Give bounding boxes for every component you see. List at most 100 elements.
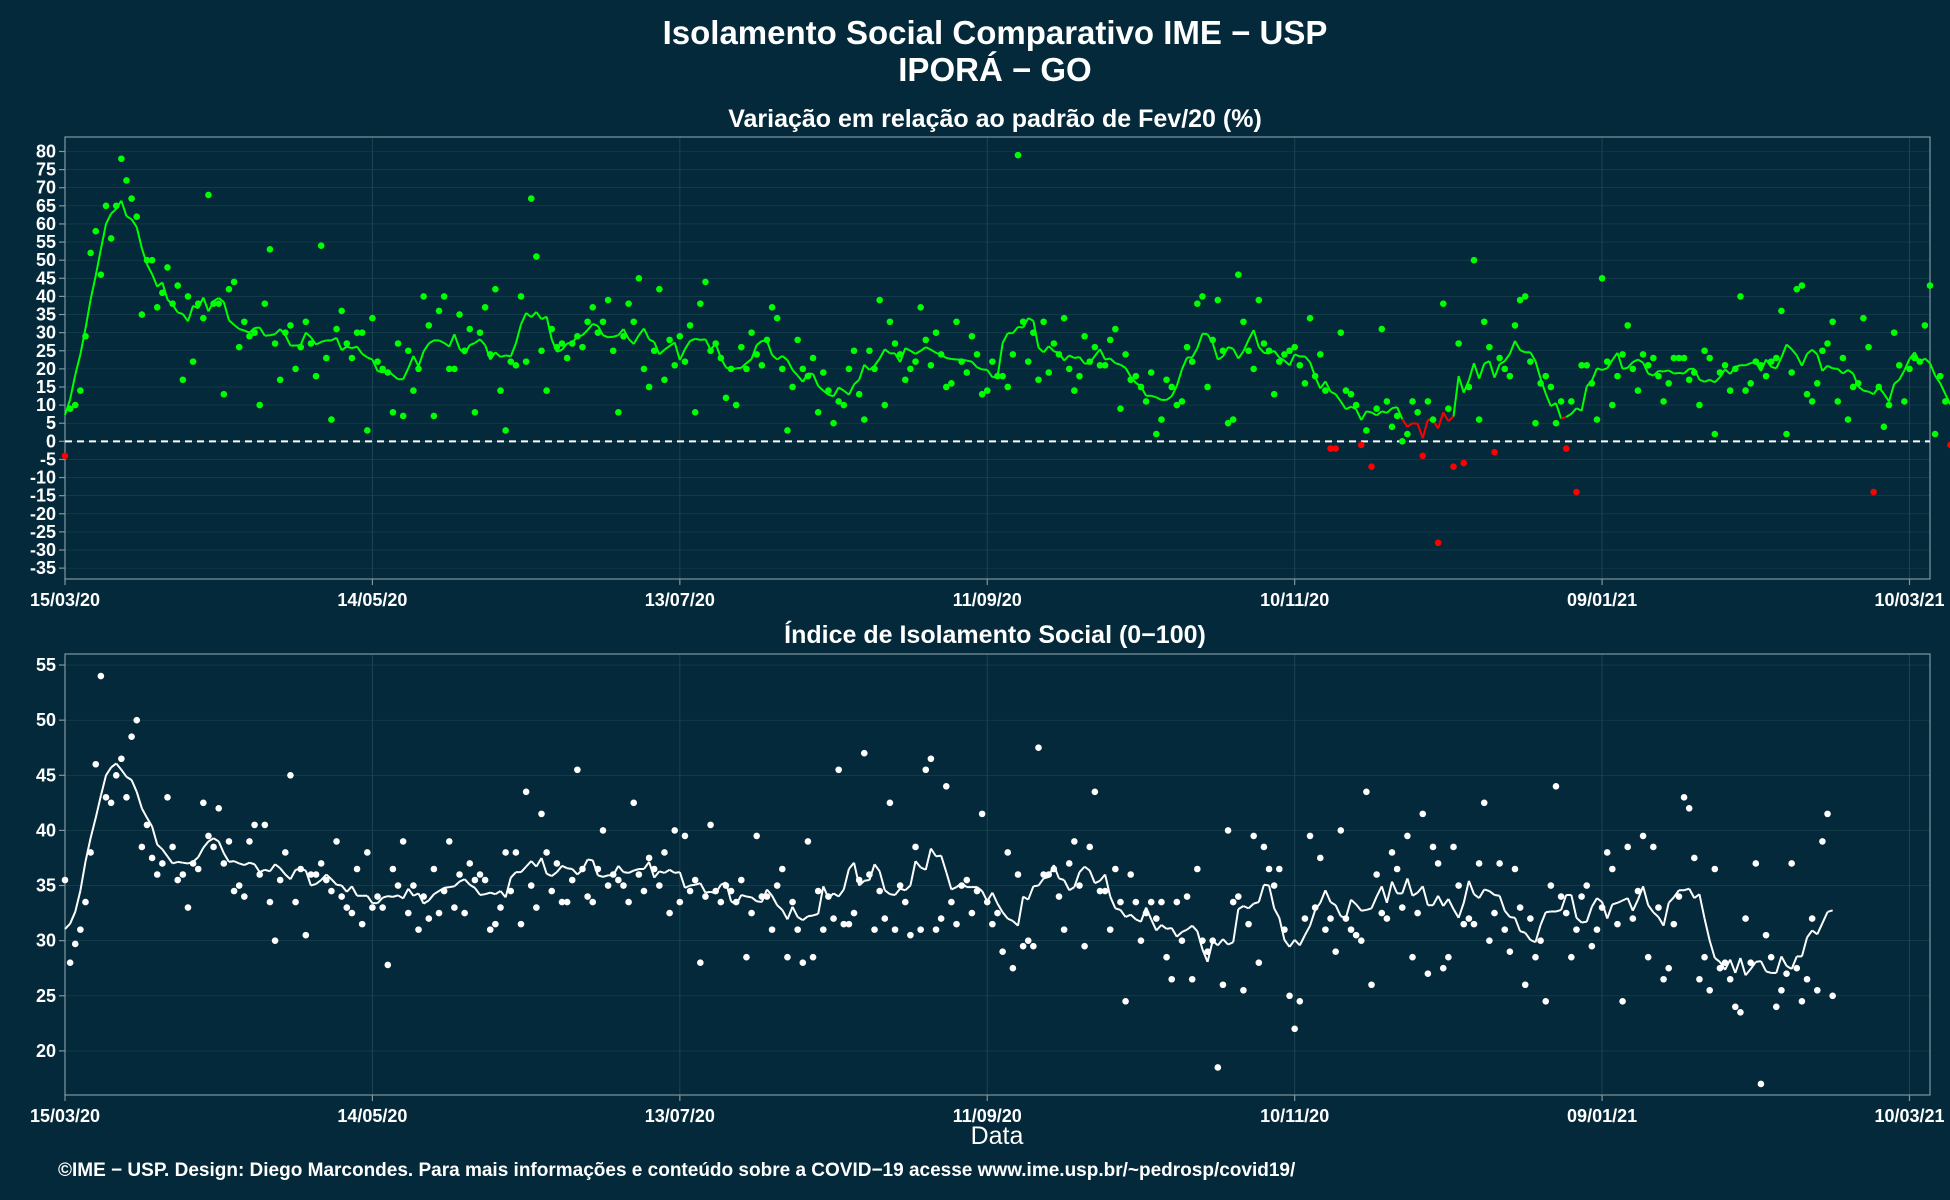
index-point: [1562, 909, 1570, 917]
variation-trend-segment: [863, 364, 871, 371]
variation-point: [1137, 383, 1145, 391]
index-trend-segment: [1324, 889, 1332, 903]
variation-trend-segment: [89, 275, 97, 300]
index-trend-segment: [551, 871, 558, 877]
index-trend-segment: [1524, 932, 1532, 941]
chart-title: Isolamento Social Comparativo IME − USP: [663, 14, 1328, 51]
variation-point: [1547, 383, 1555, 391]
index-trend-segment: [633, 868, 640, 872]
index-point: [1424, 970, 1432, 978]
index-trend-segment: [1457, 902, 1465, 919]
index-point: [650, 865, 658, 873]
variation-trend-segment: [417, 350, 425, 367]
index-point: [942, 783, 950, 790]
y-tick-label: 75: [36, 160, 56, 180]
variation-trend-segment: [202, 297, 210, 312]
index-trend-segment: [1257, 884, 1265, 903]
variation-trend-segment: [602, 334, 609, 339]
variation-trend-segment: [1488, 360, 1496, 378]
index-point: [1460, 920, 1468, 928]
variation-trend-segment: [1626, 361, 1634, 369]
variation-trend-segment: [1590, 367, 1598, 382]
index-point: [1265, 865, 1273, 873]
index-trend-segment: [433, 890, 440, 896]
index-trend-segment: [1037, 877, 1045, 887]
variation-trend-segment: [1447, 415, 1455, 422]
index-trend-segment: [412, 892, 419, 897]
variation-point: [809, 354, 817, 362]
index-trend-segment: [213, 837, 220, 843]
variation-point: [1609, 401, 1616, 409]
variation-trend-segment: [776, 355, 783, 361]
y-tick-label: 25: [36, 986, 56, 1006]
variation-point: [978, 390, 986, 398]
index-trend-segment: [479, 893, 486, 896]
variation-trend-segment: [284, 334, 292, 347]
variation-point: [804, 372, 812, 380]
variation-point: [179, 376, 187, 384]
index-trend-segment: [766, 888, 773, 897]
index-point: [481, 876, 489, 884]
variation-point: [1885, 401, 1893, 409]
index-trend-segment: [1166, 927, 1172, 930]
index-trend-segment: [535, 857, 543, 868]
index-point: [287, 771, 294, 779]
index-point: [1634, 887, 1642, 895]
index-trend-segment: [253, 863, 261, 873]
y-tick-label: 25: [36, 341, 56, 361]
index-trend-segment: [1765, 970, 1772, 974]
variation-trend-segment: [1570, 407, 1578, 415]
index-point: [369, 904, 376, 911]
variation-point: [722, 394, 730, 402]
index-point: [901, 898, 909, 906]
variation-trend-segment: [1366, 410, 1372, 414]
variation-trend-segment: [479, 338, 486, 346]
index-trend-segment: [1617, 899, 1624, 904]
index-trend-segment: [423, 899, 430, 905]
variation-point: [1931, 430, 1939, 438]
variation-point: [743, 365, 750, 373]
index-point: [1383, 915, 1391, 922]
index-trend-segment: [1247, 902, 1255, 910]
index-trend-segment: [1222, 938, 1229, 946]
variation-trend-segment: [1565, 413, 1572, 418]
variation-point: [1675, 354, 1683, 362]
variation-trend-segment: [525, 312, 532, 318]
variation-trend-segment: [1467, 362, 1475, 381]
variation-trend-segment: [243, 329, 250, 334]
variation-trend-segment: [1883, 393, 1890, 403]
variation-trend-segment: [853, 378, 860, 386]
index-point: [1071, 838, 1078, 845]
variation-point: [1480, 318, 1488, 326]
index-point: [200, 799, 207, 807]
variation-trend-segment: [1473, 362, 1481, 380]
variation-point: [1342, 387, 1350, 394]
index-point: [1593, 926, 1601, 933]
variation-trend-segment: [909, 349, 917, 355]
variation-point: [148, 256, 156, 264]
index-point: [307, 871, 315, 878]
index-point: [702, 893, 709, 900]
variation-trend-segment: [469, 342, 476, 346]
variation-trend-segment: [1493, 363, 1501, 379]
variation-point: [686, 322, 694, 329]
variation-point: [282, 329, 289, 336]
variation-trend-segment: [84, 299, 92, 329]
variation-point: [543, 387, 550, 394]
variation-point: [1691, 369, 1698, 376]
index-point: [1122, 997, 1129, 1005]
index-trend-segment: [1237, 905, 1244, 911]
variation-point: [517, 293, 525, 300]
x-tick-label: 10/03/21: [1874, 590, 1944, 610]
index-point: [640, 887, 648, 895]
index-trend-segment: [1416, 885, 1424, 894]
variation-point: [1455, 340, 1462, 347]
variation-trend-segment: [1042, 345, 1050, 353]
index-trend-segment: [1708, 940, 1716, 959]
variation-point: [394, 340, 402, 347]
index-trend-segment: [1581, 920, 1587, 924]
y-tick-label: 55: [36, 232, 56, 252]
index-point: [814, 887, 822, 895]
x-axis-label: Data: [971, 1122, 1024, 1150]
variation-trend-segment: [915, 349, 922, 355]
